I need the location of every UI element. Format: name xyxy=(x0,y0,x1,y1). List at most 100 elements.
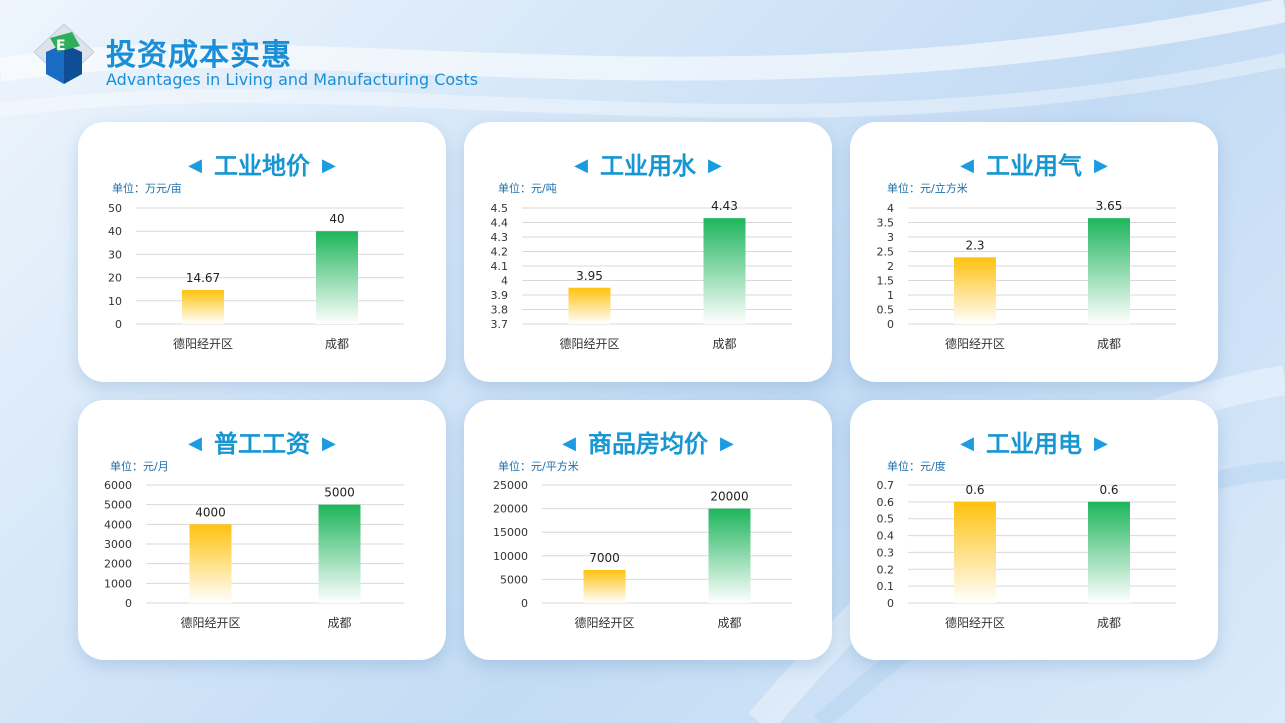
y-tick-label: 1.5 xyxy=(877,275,895,288)
y-tick-label: 0 xyxy=(887,597,894,610)
y-tick-label: 10000 xyxy=(493,550,528,563)
x-category-label: 成都 xyxy=(717,616,741,630)
y-tick-label: 0.5 xyxy=(877,513,895,526)
card-title: ◀ 普工工资 ▶ xyxy=(78,424,446,459)
page-title: 投资成本实惠 xyxy=(106,38,292,73)
y-tick-label: 0 xyxy=(125,597,132,610)
arrow-left-icon[interactable]: ◀ xyxy=(960,433,974,454)
x-category-label: 成都 xyxy=(712,337,736,351)
card-title: ◀ 工业地价 ▶ xyxy=(78,146,446,181)
bar-chart: 3.73.8 3.94 4.14.2 4.34.4 4.5 3.95 德阳经开区 4.43 成都 xyxy=(491,199,792,351)
arrow-right-icon[interactable]: ▶ xyxy=(322,433,336,454)
arrow-right-icon[interactable]: ▶ xyxy=(708,155,722,176)
bar xyxy=(954,257,996,324)
data-label: 0.6 xyxy=(1099,483,1118,497)
data-label: 5000 xyxy=(324,486,355,500)
y-tick-label: 3.7 xyxy=(491,318,509,331)
y-tick-label: 3.8 xyxy=(491,304,509,317)
bar xyxy=(182,289,224,324)
y-tick-label: 20000 xyxy=(493,503,528,516)
chart-card-housing-price: ◀ 商品房均价 ▶ 单位：元/平方米 0 5000 10000 15000 20000 250… xyxy=(464,400,832,660)
page-subtitle: Advantages in Living and Manufacturing C… xyxy=(106,70,479,89)
y-tick-label: 0.7 xyxy=(877,479,895,492)
y-tick-label: 0.2 xyxy=(877,563,895,576)
bar xyxy=(708,508,751,603)
y-tick-label: 25000 xyxy=(493,479,528,492)
arrow-left-icon[interactable]: ◀ xyxy=(562,433,576,454)
data-label: 0.6 xyxy=(965,483,984,497)
y-tick-label: 0 xyxy=(115,318,122,331)
y-tick-label: 0.4 xyxy=(877,530,895,543)
card-title-text: 工业用水 xyxy=(600,152,696,180)
bar-chart: 0 10 20 30 40 50 14.67 德阳经开区 40 成都 xyxy=(108,202,404,351)
y-tick-label: 40 xyxy=(108,225,122,238)
chart-card-worker-wage: ◀ 普工工资 ▶ 单位：元/月 0 1000 2000 3000 4000 5000 6000 4… xyxy=(78,400,446,660)
data-label: 2.3 xyxy=(965,238,984,252)
card-title-text: 工业用气 xyxy=(986,152,1082,180)
card-title-text: 工业地价 xyxy=(214,152,310,180)
x-category-label: 成都 xyxy=(327,616,351,630)
y-tick-label: 0.1 xyxy=(877,580,895,593)
unit-label: 单位：元/月 xyxy=(110,460,169,473)
y-tick-label: 2 xyxy=(887,260,894,273)
data-label: 14.67 xyxy=(186,271,220,285)
y-tick-label: 0.5 xyxy=(877,304,895,317)
bar xyxy=(568,287,611,324)
y-tick-label: 4.1 xyxy=(491,260,509,273)
bar xyxy=(1088,501,1130,603)
chart-card-industrial-electricity: ◀ 工业用电 ▶ 单位：元/度 0 0.1 0.2 0.3 0.4 0.5 0.6 0.7 0.6 德… xyxy=(850,400,1218,660)
bar xyxy=(318,504,361,603)
arrow-right-icon[interactable]: ▶ xyxy=(322,155,336,176)
arrow-right-icon[interactable]: ▶ xyxy=(1094,155,1108,176)
x-category-label: 成都 xyxy=(325,337,349,351)
svg-text:E: E xyxy=(56,38,66,54)
y-tick-label: 3.9 xyxy=(491,289,509,302)
y-tick-label: 0.3 xyxy=(877,546,895,559)
unit-label: 单位：元/度 xyxy=(887,460,946,473)
bar xyxy=(583,569,626,603)
y-tick-label: 15000 xyxy=(493,526,528,539)
data-label: 4.43 xyxy=(711,199,738,213)
y-tick-label: 30 xyxy=(108,248,122,261)
data-label: 40 xyxy=(329,212,344,226)
chart-card-industrial-gas: ◀ 工业用气 ▶ 单位：元/立方米 0 0.5 1 1.5 2 2.5 3 3.5 4 2.3 德阳经开… xyxy=(850,122,1218,382)
bar-chart: 00.5 11.5 22.5 33.5 4 2.3 德阳经开区 3.65 成都 xyxy=(877,199,1176,351)
y-tick-label: 4000 xyxy=(104,518,132,531)
data-label: 3.65 xyxy=(1096,199,1123,213)
data-label: 4000 xyxy=(195,505,226,519)
x-category-label: 成都 xyxy=(1097,337,1121,351)
card-title: ◀ 工业用气 ▶ xyxy=(850,146,1218,181)
chart-card-industrial-water: ◀ 工业用水 ▶ 单位：元/吨 3.7 3.8 3.9 4 4.1 4.2 4.3 4.4 4.5 3… xyxy=(464,122,832,382)
arrow-left-icon[interactable]: ◀ xyxy=(188,155,202,176)
y-tick-label: 4.5 xyxy=(491,202,509,215)
y-tick-label: 4 xyxy=(887,202,894,215)
card-title-text: 普工工资 xyxy=(214,430,310,458)
arrow-right-icon[interactable]: ▶ xyxy=(720,433,734,454)
bar xyxy=(1088,218,1130,324)
y-tick-label: 4.2 xyxy=(491,246,509,259)
y-tick-label: 0.6 xyxy=(877,496,895,509)
y-tick-label: 5000 xyxy=(104,499,132,512)
y-tick-label: 5000 xyxy=(500,573,528,586)
y-tick-label: 10 xyxy=(108,295,122,308)
arrow-right-icon[interactable]: ▶ xyxy=(1094,433,1108,454)
y-tick-label: 4.4 xyxy=(491,217,509,230)
y-tick-label: 0 xyxy=(887,318,894,331)
bar-chart: 0 5000 10000 15000 20000 25000 7000 德阳经开区 20000 成… xyxy=(493,479,792,630)
arrow-left-icon[interactable]: ◀ xyxy=(574,155,588,176)
x-category-label: 成都 xyxy=(1097,616,1121,630)
arrow-left-icon[interactable]: ◀ xyxy=(188,433,202,454)
bar-chart: 0 1000 2000 3000 4000 5000 6000 4000 德阳经开区 5000 成都 xyxy=(104,479,404,630)
y-tick-label: 2.5 xyxy=(877,246,895,259)
y-tick-label: 6000 xyxy=(104,479,132,492)
x-category-label: 德阳经开区 xyxy=(173,336,233,351)
card-title: ◀ 工业用水 ▶ xyxy=(464,146,832,181)
bar xyxy=(703,218,746,324)
card-title-text: 工业用电 xyxy=(986,430,1082,458)
arrow-left-icon[interactable]: ◀ xyxy=(960,155,974,176)
card-title: ◀ 商品房均价 ▶ xyxy=(464,424,832,459)
unit-label: 单位：元/平方米 xyxy=(498,460,579,473)
y-tick-label: 4.3 xyxy=(491,231,509,244)
x-category-label: 德阳经开区 xyxy=(180,615,240,630)
card-title: ◀ 工业用电 ▶ xyxy=(850,424,1218,459)
